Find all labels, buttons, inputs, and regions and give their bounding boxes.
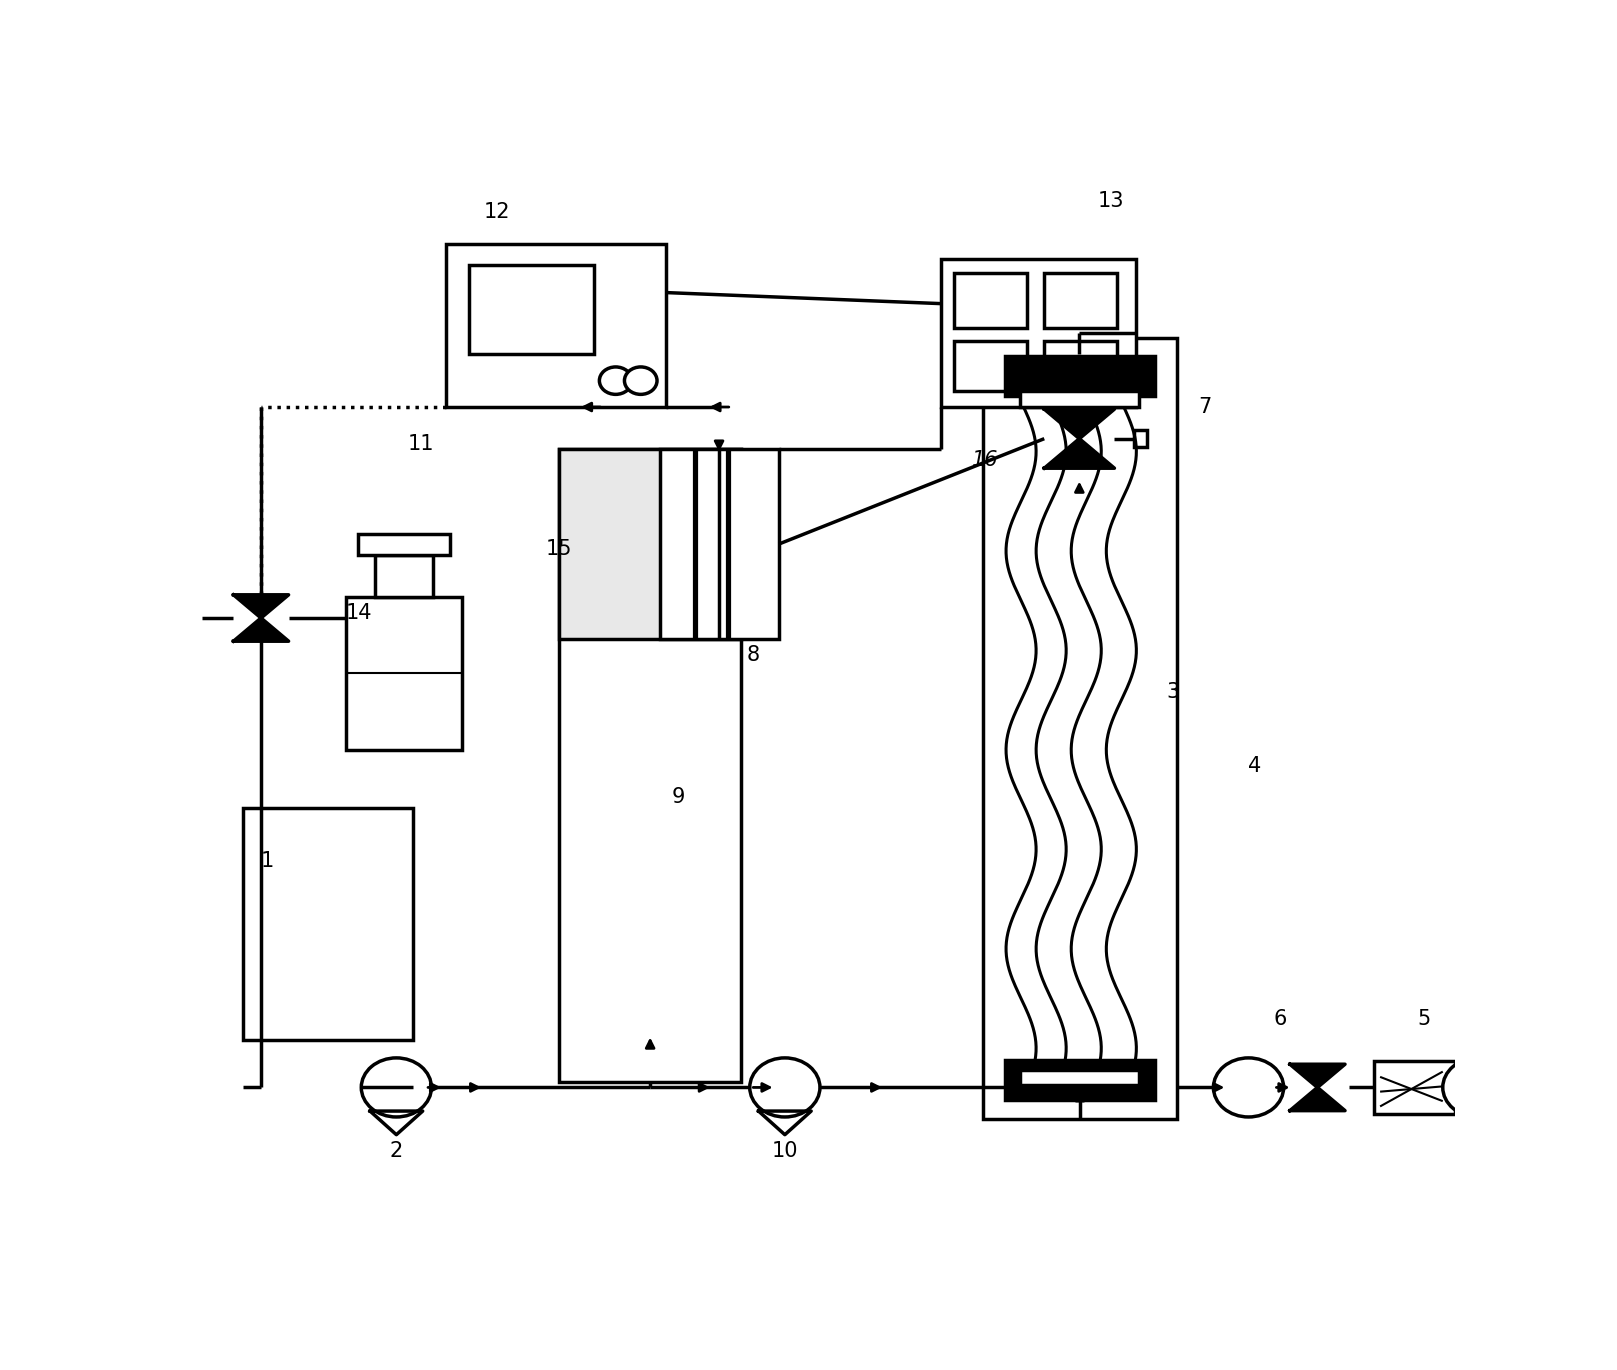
Circle shape [624,367,657,395]
Bar [446,244,666,407]
Polygon shape [1290,1088,1345,1111]
Bar [559,449,741,638]
Bar [357,534,450,555]
Text: 8: 8 [747,645,760,664]
Bar [375,555,433,597]
Text: 16: 16 [972,449,999,470]
Text: 7: 7 [1198,397,1211,416]
Polygon shape [233,618,288,641]
Text: 1: 1 [260,851,273,870]
Text: 9: 9 [671,788,686,807]
Polygon shape [233,595,288,618]
Bar [1045,273,1117,327]
Bar [1020,392,1140,407]
Bar [1020,1070,1140,1085]
Bar [954,273,1027,327]
Bar [954,341,1027,392]
Circle shape [600,367,632,395]
Text: 11: 11 [407,434,435,453]
Circle shape [1213,1058,1284,1117]
Bar [1374,1060,1455,1114]
Bar [244,808,412,1040]
Bar [983,338,1177,1119]
Text: 15: 15 [547,540,572,559]
Bar [660,449,779,638]
Bar [559,449,741,1082]
Bar [1135,430,1146,447]
Bar [1045,341,1117,392]
Text: 4: 4 [1248,756,1261,775]
Bar [1006,1060,1155,1100]
Polygon shape [1045,410,1114,438]
Bar [346,597,461,749]
Bar [469,264,595,355]
Text: 3: 3 [1167,682,1180,701]
Text: 12: 12 [483,201,509,222]
Text: 13: 13 [1098,192,1124,211]
Circle shape [1442,1058,1514,1117]
Bar [941,259,1135,407]
Text: 6: 6 [1273,1008,1287,1029]
Bar [1006,356,1155,396]
Text: 5: 5 [1418,1008,1431,1029]
Text: 2: 2 [390,1141,403,1160]
Text: 10: 10 [771,1141,799,1160]
Text: 14: 14 [346,603,372,623]
Polygon shape [1290,1064,1345,1088]
Polygon shape [1045,438,1114,469]
